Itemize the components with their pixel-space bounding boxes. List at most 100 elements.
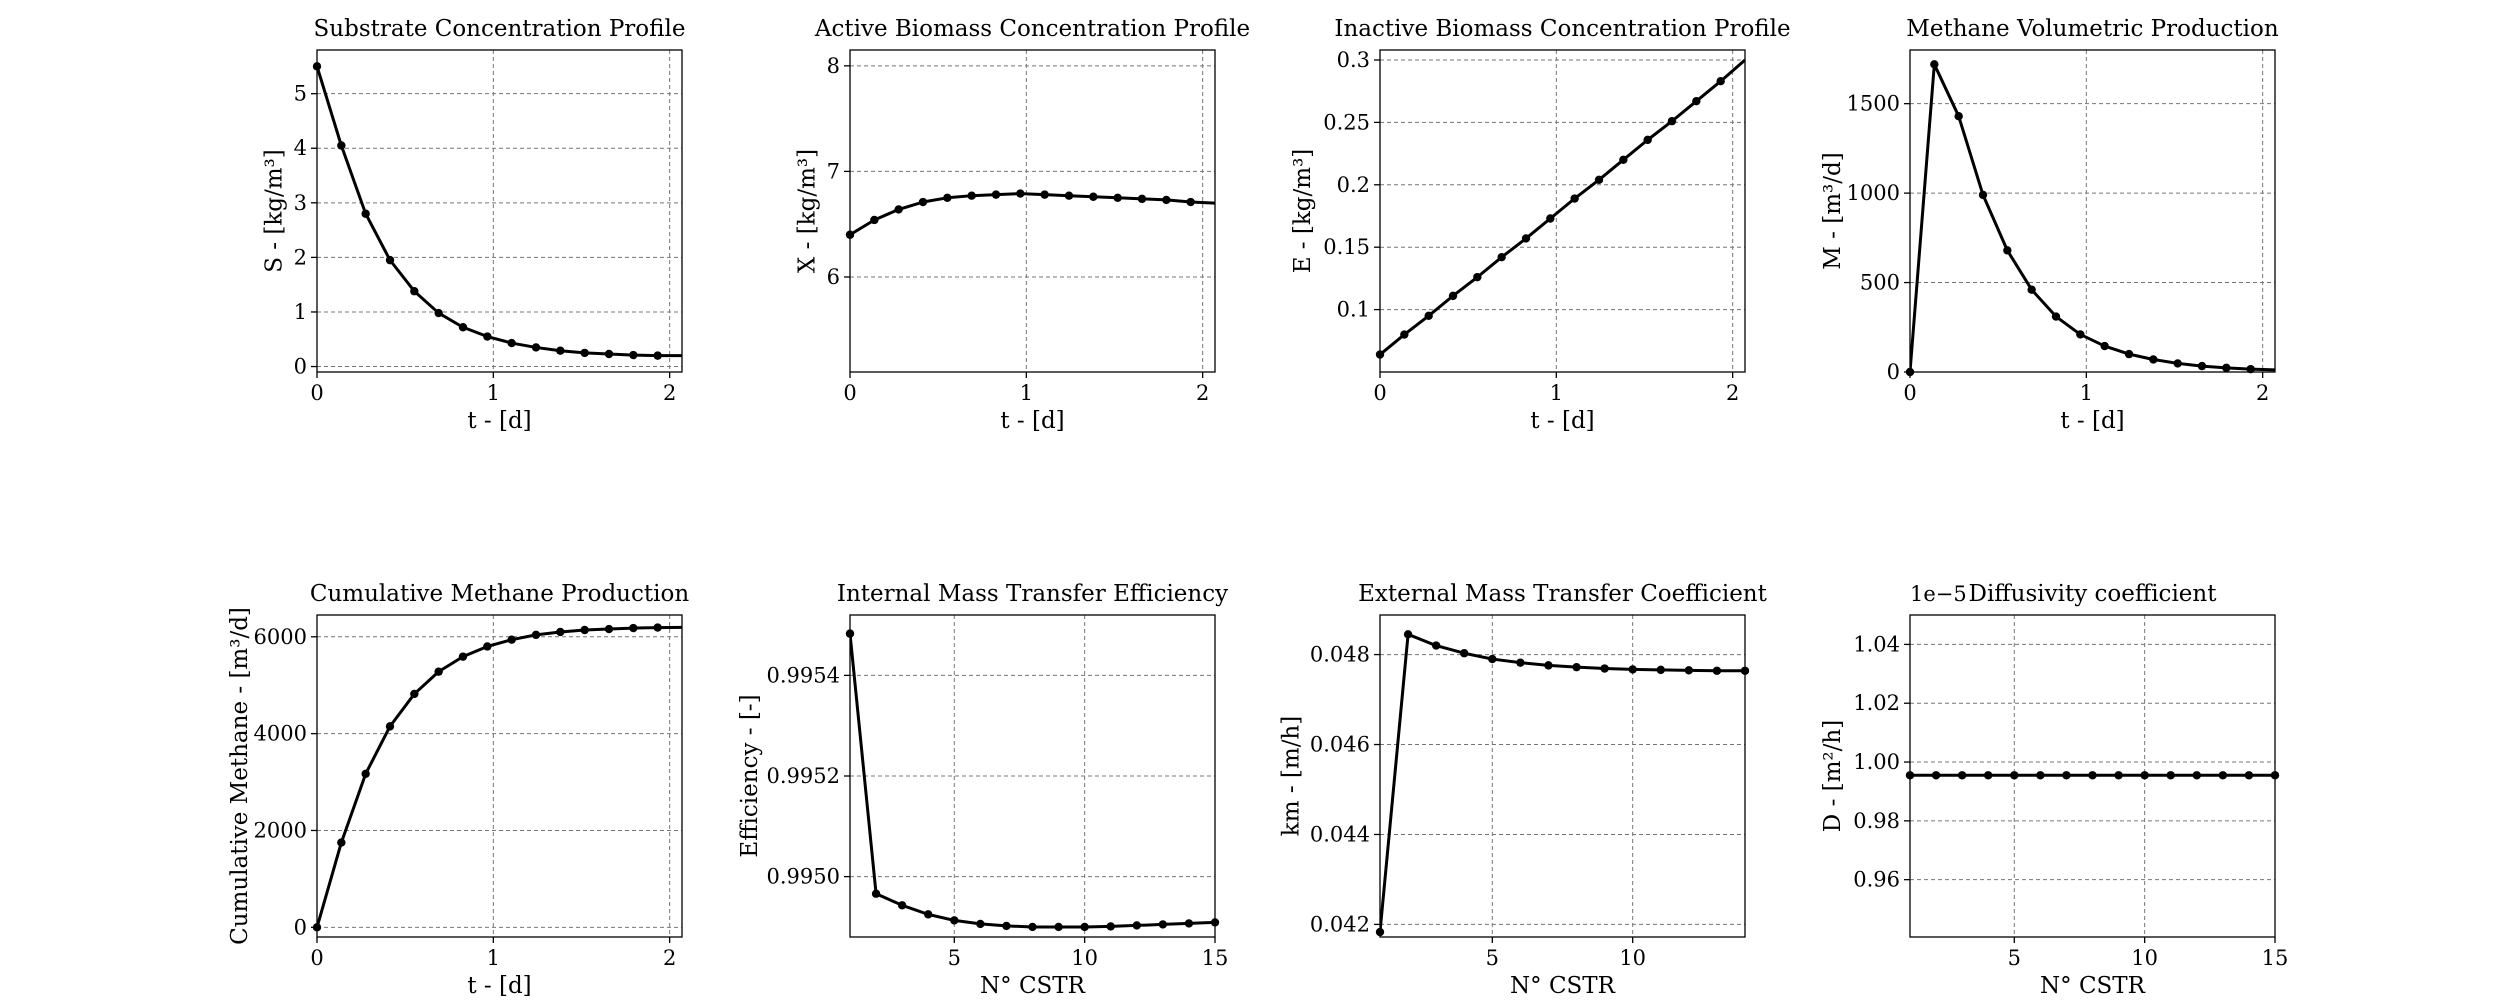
chart-panel: 5 10 15 0.9950 0.9952 0.9954 Internal Mass Tra… <box>737 581 1228 999</box>
data-point <box>604 624 614 634</box>
data-point <box>580 625 589 635</box>
data-point <box>410 287 419 296</box>
data-point <box>1978 190 1988 200</box>
data-point <box>629 350 638 360</box>
data-point <box>1473 272 1482 282</box>
plot-frame <box>1909 614 2276 938</box>
y-tick-label: 1.04 <box>1853 632 1900 656</box>
y-tick-label: 0.2 <box>1337 173 1370 197</box>
y-tick-label: 0.96 <box>1853 868 1900 892</box>
y-tick-label: 6000 <box>254 625 307 649</box>
y-tick-label: 0.98 <box>1853 809 1900 833</box>
chart-title: Diffusivity coefficient <box>1969 581 2218 607</box>
data-point <box>1400 330 1409 339</box>
data-point <box>2003 246 2012 255</box>
data-point <box>1080 922 1089 932</box>
data-point <box>653 351 662 360</box>
x-tick-label: 15 <box>1202 946 1229 970</box>
data-point <box>1106 922 1115 931</box>
series-line <box>317 625 682 928</box>
data-point <box>1930 60 1939 69</box>
series-line <box>850 633 1215 929</box>
y-axis-label: M - [m³/d] <box>1820 152 1846 269</box>
plot-frame <box>1909 49 2276 373</box>
y-tick-label: 4 <box>294 136 307 160</box>
x-tick-label: 5 <box>948 946 961 970</box>
plot-frame <box>849 49 1216 373</box>
data-point <box>1002 921 1011 931</box>
data-point <box>950 916 959 925</box>
data-point <box>1570 194 1579 203</box>
data-point <box>2010 771 2019 780</box>
data-point <box>2197 361 2207 371</box>
data-point <box>2114 771 2123 780</box>
data-point <box>870 215 879 225</box>
y-tick-label: 0.9950 <box>767 865 840 889</box>
data-point <box>1431 641 1441 650</box>
x-tick-label: 0 <box>843 381 856 405</box>
data-point <box>1162 195 1171 205</box>
series-line <box>1910 62 2275 372</box>
data-point <box>1497 252 1506 262</box>
data-point <box>1132 921 1141 930</box>
data-point <box>2088 771 2097 780</box>
data-point <box>1488 654 1497 664</box>
y-axis-label: Cumulative Methane - [m³/d] <box>227 607 253 945</box>
data-point <box>556 346 565 355</box>
y-tick-label: 1000 <box>1847 181 1900 205</box>
data-point <box>897 901 907 910</box>
y-axis-label: E - [kg/m³] <box>1290 149 1316 274</box>
data-point <box>458 652 468 661</box>
data-point <box>1016 189 1025 198</box>
x-tick-label: 2 <box>1726 381 1739 405</box>
data-point <box>507 635 516 644</box>
x-axis-label: N° CSTR <box>1510 973 1616 999</box>
data-point <box>385 255 395 265</box>
plot-frame <box>316 49 683 373</box>
x-tick-label: 2 <box>663 946 676 970</box>
data-point <box>1957 771 1967 780</box>
data-point <box>507 338 516 348</box>
y-tick-label: 0.046 <box>1310 733 1370 757</box>
data-point <box>1089 192 1098 201</box>
data-point <box>1403 630 1413 639</box>
data-point <box>1448 291 1458 301</box>
chart-title: Active Biomass Concentration Profile <box>814 16 1250 42</box>
data-point <box>2076 330 2085 339</box>
data-point <box>410 689 419 699</box>
x-tick-label: 2 <box>663 381 676 405</box>
chart-panel: 0 1 2 0 500 1000 1500 Methane Volumetric Produc… <box>1820 16 2279 434</box>
x-axis-label: N° CSTR <box>980 973 1086 999</box>
x-axis-label: N° CSTR <box>2040 973 2146 999</box>
data-point <box>2051 312 2061 321</box>
data-point <box>1656 665 1665 675</box>
y-tick-label: 0.044 <box>1310 822 1370 846</box>
y-tick-label: 1.02 <box>1853 691 1900 715</box>
plot-frame <box>1379 49 1746 373</box>
x-axis-label: t - [d] <box>1000 408 1064 434</box>
x-tick-label: 0 <box>310 946 323 970</box>
data-point <box>2124 349 2134 359</box>
data-point <box>337 838 346 847</box>
y-tick-label: 0.3 <box>1337 48 1370 72</box>
chart-title: Substrate Concentration Profile <box>314 16 686 42</box>
chart-panel: 5 10 0.042 0.044 0.046 0.048 External Mass Tra… <box>1279 581 1768 999</box>
data-point <box>1424 311 1433 321</box>
y-tick-label: 500 <box>1860 271 1900 295</box>
x-tick-label: 15 <box>2262 946 2289 970</box>
x-tick-label: 10 <box>1071 946 1098 970</box>
y-tick-label: 0.1 <box>1337 298 1370 322</box>
x-tick-label: 2 <box>1196 381 1209 405</box>
series-line <box>1380 632 1745 933</box>
data-point <box>1712 666 1722 675</box>
y-axis-label: km - [m/h] <box>1279 716 1305 836</box>
data-point <box>2149 355 2158 364</box>
chart-title: Cumulative Methane Production <box>310 581 689 607</box>
data-point <box>2173 359 2182 368</box>
chart-title: Internal Mass Transfer Efficiency <box>837 581 1228 607</box>
y-axis-label: S - [kg/m³] <box>262 149 288 273</box>
data-point <box>653 623 662 632</box>
data-point <box>2166 771 2175 780</box>
y-tick-label: 0.15 <box>1323 235 1370 259</box>
